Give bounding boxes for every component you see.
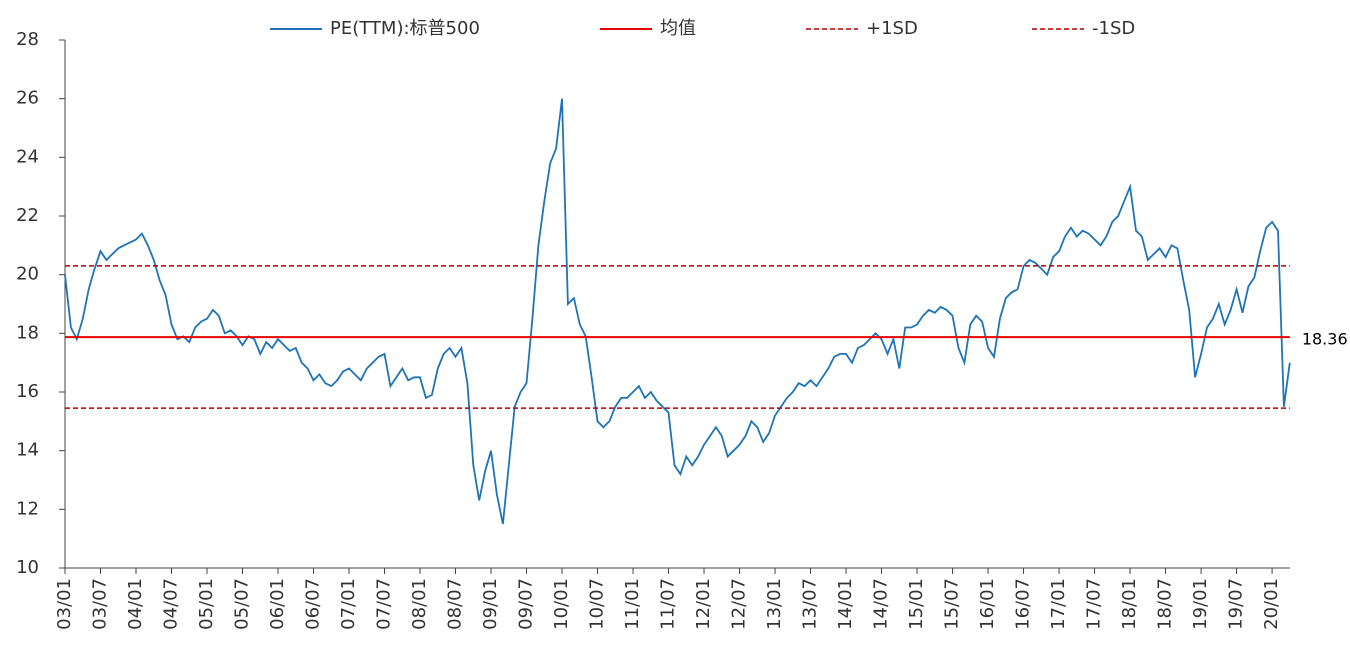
x-tick-label: 11/01 xyxy=(622,578,643,630)
y-tick-label: 12 xyxy=(16,498,39,519)
legend-label: 均值 xyxy=(660,18,696,39)
y-tick-label: 28 xyxy=(16,29,39,50)
y-tick-label: 18 xyxy=(16,322,39,343)
x-tick-label: 03/07 xyxy=(90,578,111,630)
legend-label: -1SD xyxy=(1092,18,1135,39)
x-tick-label: 14/07 xyxy=(871,578,892,630)
x-tick-label: 13/01 xyxy=(764,578,785,630)
x-tick-label: 03/01 xyxy=(54,578,75,630)
y-tick-label: 26 xyxy=(16,88,39,109)
x-tick-label: 19/01 xyxy=(1190,578,1211,630)
x-tick-label: 17/07 xyxy=(1084,578,1105,630)
x-tick-label: 15/01 xyxy=(906,578,927,630)
x-tick-label: 05/07 xyxy=(232,578,253,630)
x-tick-label: 04/07 xyxy=(161,578,182,630)
x-tick-label: 14/01 xyxy=(835,578,856,630)
x-tick-label: 12/01 xyxy=(693,578,714,630)
x-tick-label: 08/07 xyxy=(445,578,466,630)
y-tick-label: 14 xyxy=(16,440,39,461)
y-tick-label: 10 xyxy=(16,557,39,578)
x-tick-label: 08/01 xyxy=(409,578,430,630)
x-tick-label: 18/07 xyxy=(1155,578,1176,630)
x-tick-label: 16/07 xyxy=(1013,578,1034,630)
x-tick-label: 13/07 xyxy=(800,578,821,630)
x-tick-label: 05/01 xyxy=(196,578,217,630)
x-tick-label: 10/01 xyxy=(551,578,572,630)
y-tick-label: 22 xyxy=(16,205,39,226)
annotation: 18.36 xyxy=(1302,330,1348,349)
x-tick-label: 15/07 xyxy=(942,578,963,630)
x-tick-label: 06/07 xyxy=(303,578,324,630)
x-tick-label: 07/01 xyxy=(338,578,359,630)
y-tick-label: 24 xyxy=(16,146,39,167)
x-tick-label: 09/07 xyxy=(516,578,537,630)
x-tick-label: 20/01 xyxy=(1261,578,1282,630)
x-tick-label: 09/01 xyxy=(480,578,501,630)
x-tick-label: 10/07 xyxy=(587,578,608,630)
line-series xyxy=(64,98,1291,525)
x-tick-label: 11/07 xyxy=(658,578,679,630)
x-tick-label: 16/01 xyxy=(977,578,998,630)
x-tick-label: 19/07 xyxy=(1226,578,1247,630)
x-tick-label: 06/01 xyxy=(267,578,288,630)
legend-label: PE(TTM):标普500 xyxy=(330,18,480,39)
y-tick-label: 20 xyxy=(16,264,39,285)
x-tick-label: 12/07 xyxy=(729,578,750,630)
x-tick-label: 07/07 xyxy=(374,578,395,630)
legend-label: +1SD xyxy=(866,18,918,39)
x-tick-label: 04/01 xyxy=(125,578,146,630)
y-tick-label: 16 xyxy=(16,381,39,402)
x-tick-label: 18/01 xyxy=(1119,578,1140,630)
x-tick-label: 17/01 xyxy=(1048,578,1069,630)
